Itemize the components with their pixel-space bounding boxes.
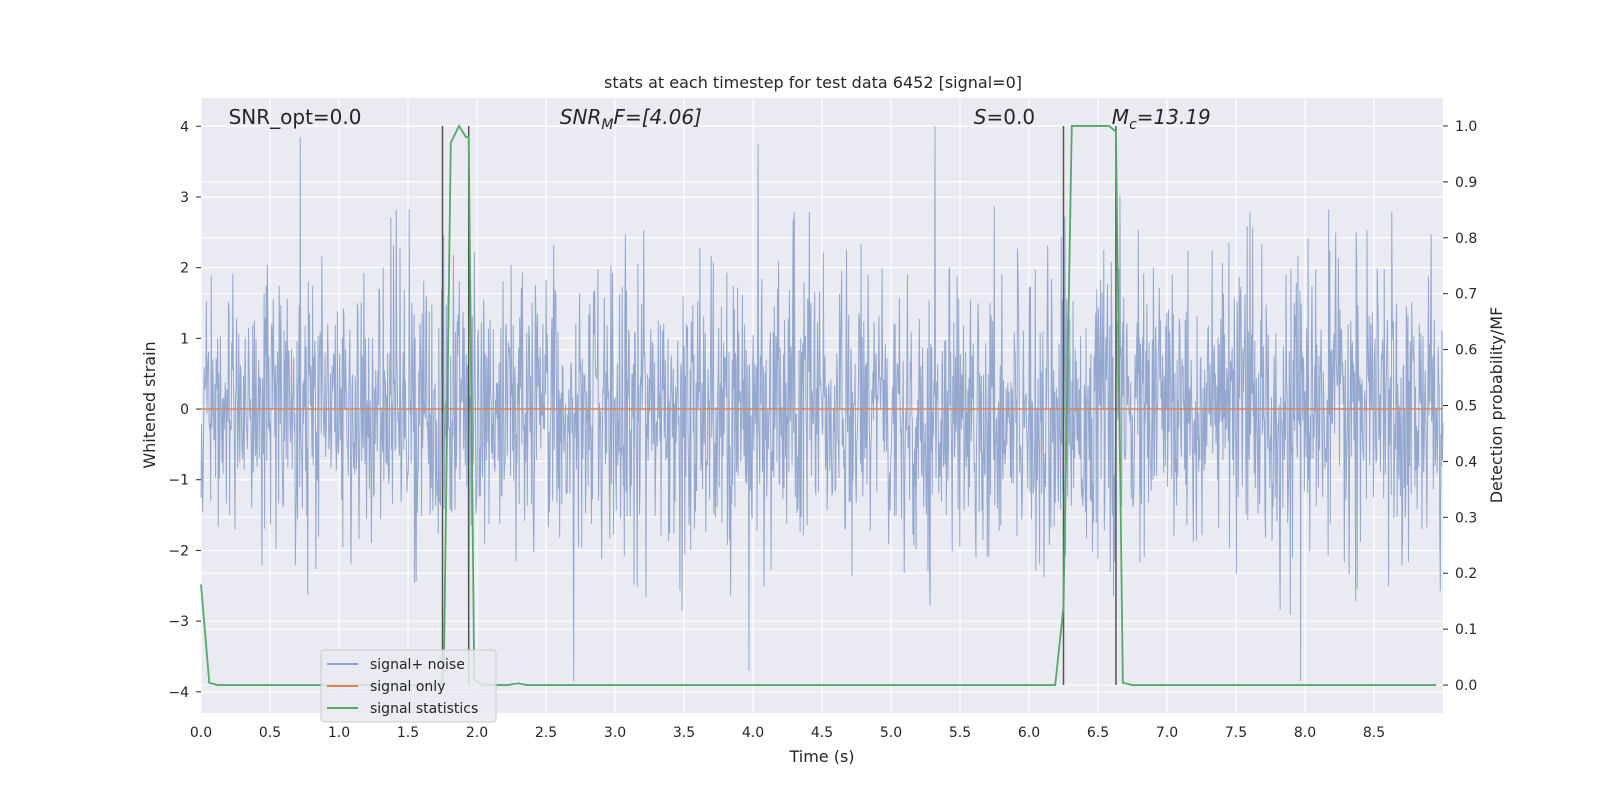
- annotation-text: M: [1112, 105, 1129, 129]
- y2-tick-label: 0.5: [1455, 399, 1477, 415]
- y-tick-label: −4: [168, 685, 189, 701]
- x-tick-label: 7.0: [1156, 725, 1178, 741]
- chart-title: stats at each timestep for test data 645…: [604, 73, 1022, 92]
- y2-tick-label: 0.3: [1455, 510, 1477, 526]
- x-tick-label: 1.0: [328, 725, 350, 741]
- signal-noise-line: [200, 126, 1444, 682]
- annotation-text: SNR: [560, 105, 602, 129]
- x-axis-label: Time (s): [788, 747, 854, 766]
- annotations: SNR_opt=0.0 SNRMF=[4.06] S=0.0 Mc=13.19: [229, 105, 1211, 133]
- y2-tick-label: 0.8: [1455, 231, 1477, 247]
- y-tick-label: −3: [168, 614, 189, 630]
- x-tick-label: 1.5: [397, 725, 419, 741]
- y2-axis-label: Detection probability/MF: [1487, 307, 1506, 504]
- x-tick-label: 3.5: [673, 725, 695, 741]
- y2-tick-label: 0.1: [1455, 622, 1477, 638]
- y-tick-label: 4: [180, 119, 189, 135]
- annotation: Mc=13.19: [1112, 105, 1211, 133]
- y-tick-label: 0: [180, 402, 189, 418]
- y2-axis-ticks: 1.0 0.9 0.8 0.7 0.6 0.5 0.4 0.3 0.2 0.1 0.0: [1443, 119, 1477, 694]
- annotation-tail: =13.19: [1137, 105, 1211, 129]
- x-tick-label: 6.0: [1018, 725, 1040, 741]
- y-tick-label: −1: [168, 473, 189, 489]
- series-signal-noise: [200, 126, 1444, 682]
- annotation-subscript: M: [601, 117, 613, 133]
- y2-tick-label: 1.0: [1455, 119, 1477, 135]
- x-tick-label: 7.5: [1225, 725, 1247, 741]
- x-tick-label: 6.5: [1087, 725, 1109, 741]
- x-tick-label: 2.5: [535, 725, 557, 741]
- y-tick-label: 2: [180, 261, 189, 277]
- x-axis-ticks: 0.0 0.5 1.0 1.5 2.0 2.5 3.0 3.5 4.0 4.5 5.0 5.5 6.0 6…: [190, 725, 1385, 741]
- y-tick-label: 1: [180, 331, 189, 347]
- annotation-subscript: c: [1129, 117, 1137, 133]
- x-tick-label: 4.0: [742, 725, 764, 741]
- y-tick-label: 3: [180, 190, 189, 206]
- y2-tick-label: 0.2: [1455, 566, 1477, 582]
- y2-tick-label: 0.7: [1455, 287, 1477, 303]
- x-tick-label: 5.0: [880, 725, 902, 741]
- legend-label-signal-only: signal only: [370, 679, 445, 695]
- x-tick-label: 0.0: [190, 725, 212, 741]
- x-tick-label: 3.0: [604, 725, 626, 741]
- annotation: S=0.0: [974, 105, 1035, 129]
- x-tick-label: 4.5: [811, 725, 833, 741]
- x-tick-label: 8.5: [1363, 725, 1385, 741]
- y-axis-ticks: 4 3 2 1 0 −1 −2 −3 −4: [168, 119, 201, 701]
- annotation: SNR_opt=0.0: [229, 105, 362, 129]
- y2-tick-label: 0.4: [1455, 454, 1477, 470]
- y-tick-label: −2: [168, 543, 189, 559]
- legend-box: [320, 649, 497, 723]
- y2-tick-label: 0.6: [1455, 343, 1477, 359]
- annotation-text: S: [974, 105, 987, 129]
- x-tick-label: 0.5: [259, 725, 281, 741]
- annotation-tail: F=[4.06]: [613, 105, 701, 129]
- annotation-text: SNR_opt=0.0: [229, 105, 362, 129]
- legend-label-signal-statistics: signal statistics: [370, 701, 478, 717]
- annotation-tail: =0.0: [987, 105, 1036, 129]
- x-tick-label: 5.5: [949, 725, 971, 741]
- x-tick-label: 2.0: [466, 725, 488, 741]
- y-axis-label: Whitened strain: [140, 341, 159, 468]
- annotation: SNRMF=[4.06]: [560, 105, 702, 133]
- y2-tick-label: 0.9: [1455, 175, 1477, 191]
- legend-label-signal-noise: signal+ noise: [370, 657, 465, 673]
- y2-tick-label: 0.0: [1455, 678, 1477, 694]
- legend: signal+ noise signal only signal statist…: [320, 649, 497, 723]
- x-tick-label: 8.0: [1294, 725, 1316, 741]
